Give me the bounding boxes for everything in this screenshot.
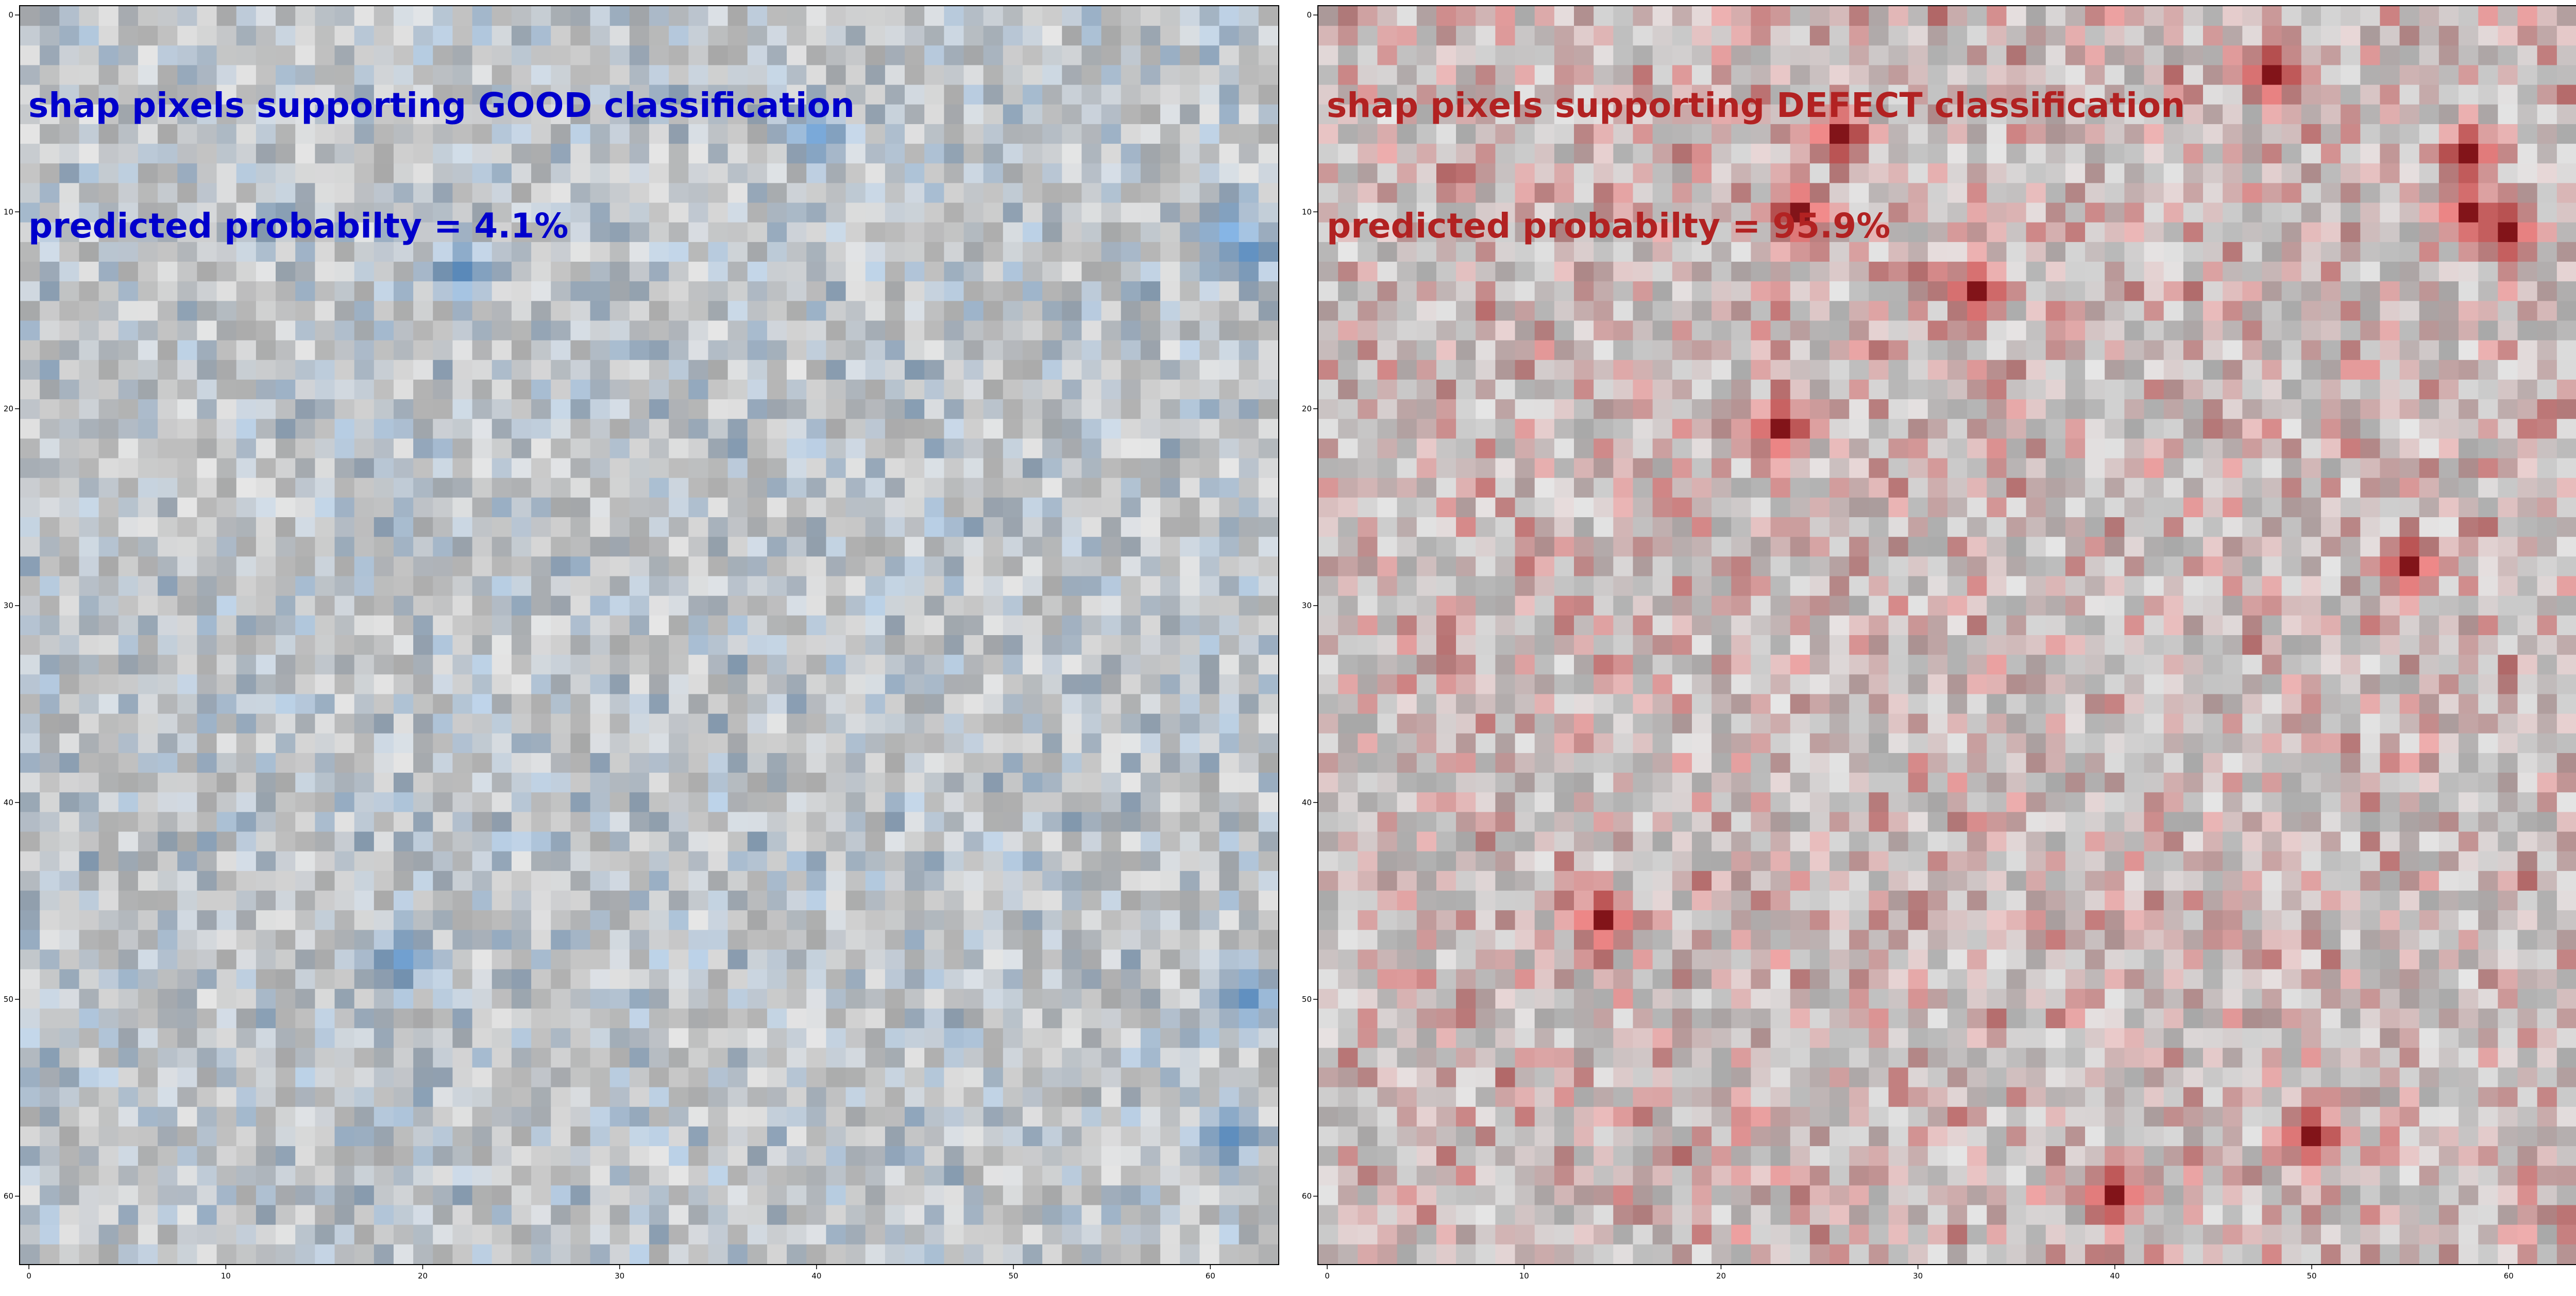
x-tick-label: 60: [1206, 1271, 1215, 1281]
x-tick-label: 50: [1009, 1271, 1019, 1281]
good-axis-ticks: 0 10 20 30 40 50 60 0 10 20 30 40 50 60: [4, 5, 1295, 1296]
x-tick-label: 0: [26, 1271, 31, 1281]
y-tick-label: 40: [4, 798, 13, 807]
x-tick-label: 30: [615, 1271, 624, 1281]
good-shap-panel: shap pixels supporting GOOD classificati…: [19, 5, 1279, 1265]
y-tick-label: 0: [8, 10, 13, 20]
y-tick-label: 20: [4, 404, 13, 413]
x-tick-label: 40: [811, 1271, 821, 1281]
y-tick-label: 60: [4, 1191, 13, 1201]
y-tick-label: 50: [4, 995, 13, 1004]
x-tick-label: 20: [418, 1271, 428, 1281]
defect-shap-panel: shap pixels supporting DEFECT classifica…: [1317, 5, 2576, 1265]
x-tick-label: 10: [221, 1271, 231, 1281]
y-tick-label: 10: [4, 207, 13, 216]
y-tick-label: 30: [4, 601, 13, 610]
